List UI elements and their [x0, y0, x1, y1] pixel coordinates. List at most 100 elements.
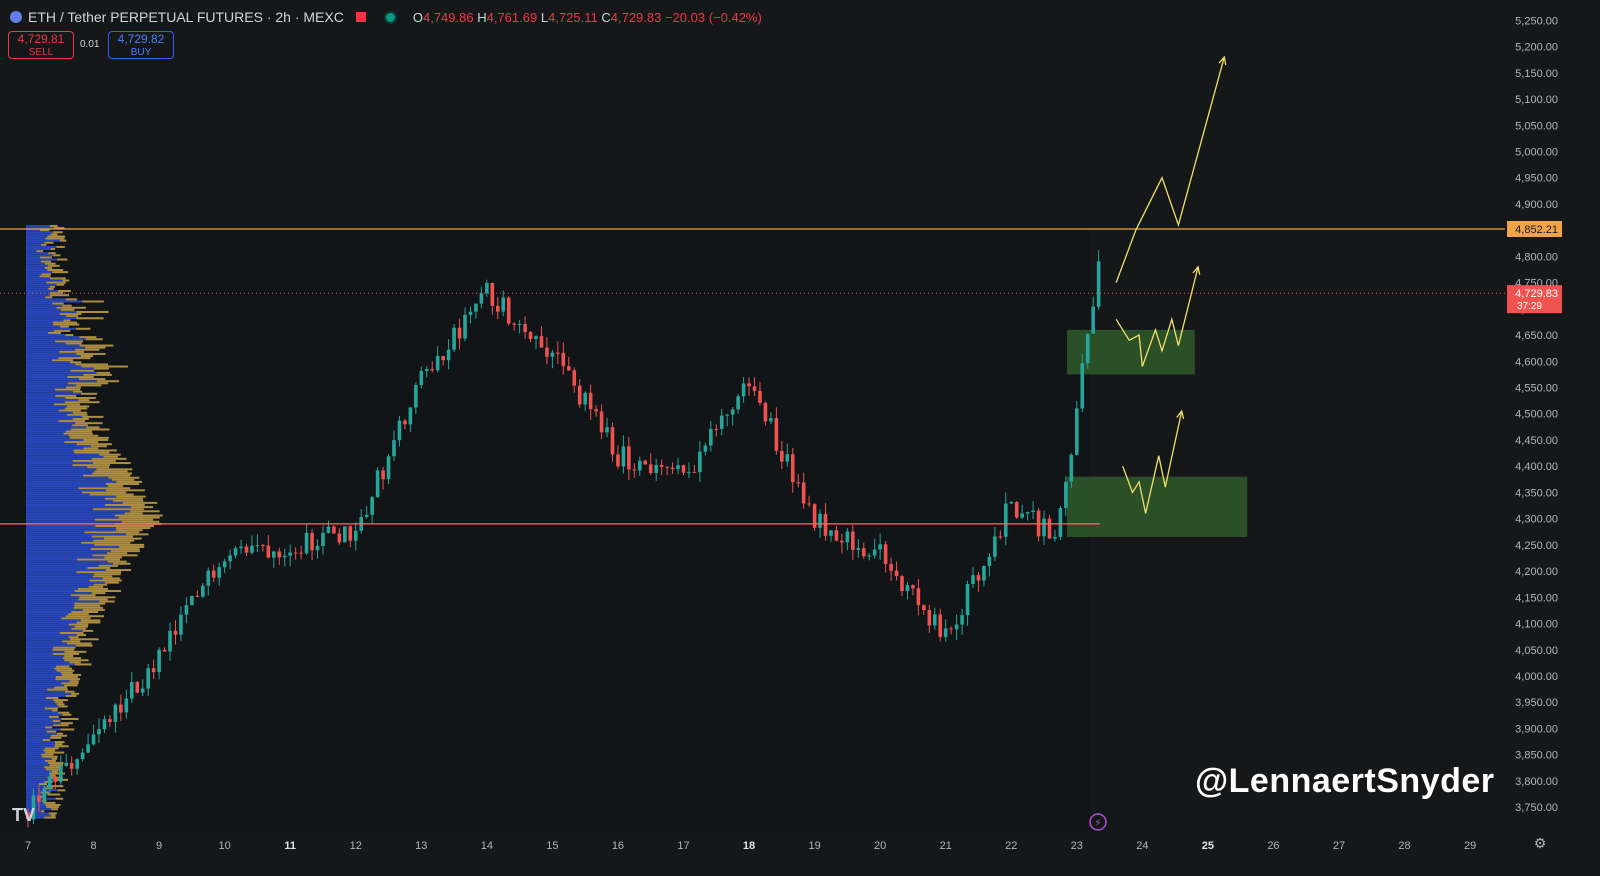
candle-body	[796, 482, 801, 484]
candle-body	[616, 454, 620, 467]
horizontal-levels[interactable]	[0, 228, 1505, 525]
volume-profile-bar-buy	[26, 342, 66, 345]
settings-icon[interactable]: ⚙	[1534, 836, 1547, 852]
volume-profile-bar-sell	[58, 357, 91, 360]
volume-profile-bar-buy	[26, 503, 106, 506]
volume-profile-bar-buy	[26, 327, 77, 330]
volume-profile-bar-buy	[26, 638, 71, 641]
volume-profile-bar-buy	[26, 237, 46, 240]
volume-profile-bar-sell	[68, 613, 89, 616]
candle-body	[894, 570, 899, 577]
price-tick-label: 3,850.00	[1515, 750, 1558, 762]
volume-profile-bar-sell	[72, 424, 88, 427]
volume-profile-bar-buy	[26, 499, 113, 502]
volume-profile-bar-buy	[26, 292, 51, 295]
volume-profile-bar-sell	[105, 497, 143, 500]
volume-profile-bar-buy	[26, 468, 97, 471]
volume-profile-bar-sell	[51, 757, 58, 760]
volume-profile-bar-buy	[26, 608, 83, 611]
volume-profile-bar-buy	[26, 415, 83, 418]
volume-profile-bar-buy	[26, 241, 45, 244]
volume-profile-bar-sell	[79, 344, 114, 347]
volume-profile-bar-buy	[26, 598, 79, 601]
volume-profile-bar-sell	[76, 634, 86, 637]
volume-profile-bar-sell	[64, 655, 74, 658]
lightning-icon[interactable]	[1089, 813, 1107, 831]
volume-profile-bar-buy	[26, 766, 45, 769]
volume-profile-bar-buy	[26, 606, 74, 609]
volume-profile-bar-buy	[26, 359, 52, 362]
volume-profile-bar-buy	[26, 709, 53, 712]
volume-profile-bar-sell	[90, 548, 140, 551]
volume-profile-bar-buy	[26, 426, 87, 429]
buy-button[interactable]: 4,729.82 BUY	[108, 31, 174, 59]
price-axis[interactable]: 5,250.00 5,200.00 5,150.00 5,100.00 5,050.00…	[1507, 15, 1562, 814]
resistance-price-label: 4,852.21	[1515, 224, 1558, 236]
candle-body	[747, 383, 751, 387]
volume-profile-bar-sell	[82, 300, 104, 303]
volume-profile-bar-sell	[56, 703, 65, 706]
candlestick-series	[26, 250, 1101, 828]
market-status-icon[interactable]	[383, 10, 397, 24]
volume-profile-bar-buy	[26, 596, 80, 599]
volume-profile-bar-buy	[26, 248, 51, 251]
volume-profile-bar-buy	[26, 273, 42, 276]
volume-profile-bar-buy	[26, 445, 91, 448]
volume-profile-bar-buy	[26, 367, 94, 370]
volume-profile-bar-buy	[26, 287, 49, 290]
volume-profile-bar-buy	[26, 579, 90, 582]
symbol-title[interactable]: ETH / Tether PERPETUAL FUTURES · 2h · ME…	[28, 9, 344, 25]
volume-profile-bar-buy	[26, 642, 67, 645]
volume-profile-bar-sell	[105, 503, 145, 506]
time-tick-label: 18	[743, 840, 755, 852]
volume-profile-bar-sell	[78, 399, 90, 402]
volume-profile-bar-buy	[26, 357, 59, 360]
price-tick-label: 4,350.00	[1515, 487, 1558, 499]
volume-profile-bar-sell	[49, 736, 62, 739]
candle-body	[53, 776, 58, 782]
volume-profile-bar-sell	[53, 699, 68, 702]
volume-profile-bar-buy	[26, 676, 56, 679]
volume-profile-bar-sell	[66, 315, 79, 318]
flag-icon[interactable]	[355, 12, 366, 22]
price-tick-label: 4,500.00	[1515, 409, 1558, 421]
volume-profile-bar-sell	[50, 734, 68, 737]
volume-profile-bar-buy	[26, 552, 107, 555]
volume-profile-bar-sell	[45, 726, 53, 729]
volume-profile-bar-sell	[93, 462, 131, 465]
volume-profile-bar-sell	[36, 250, 44, 253]
close-label: C	[601, 9, 611, 25]
candle-body	[282, 555, 287, 558]
volume-profile-bar-sell	[94, 470, 128, 473]
volume-profile-bar-sell	[66, 642, 92, 645]
candle-body	[146, 668, 150, 689]
volume-profile-bar-sell	[55, 676, 78, 679]
sell-button[interactable]: 4,729.81 SELL	[8, 31, 74, 59]
volume-profile-bar-sell	[38, 783, 48, 786]
volume-profile-bar-buy	[26, 533, 127, 536]
candle-body	[687, 471, 691, 473]
volume-profile-bar-buy	[26, 575, 93, 578]
volume-profile-bar-buy	[26, 571, 77, 574]
time-tick-label: 20	[874, 840, 886, 852]
volume-profile-bar-buy	[26, 229, 41, 232]
candle-body	[965, 583, 970, 616]
volume-profile-bar-buy	[26, 304, 63, 307]
candle-body	[916, 588, 921, 606]
volume-profile-bar-sell	[96, 468, 133, 471]
volume-profile-bar-sell	[73, 449, 117, 452]
volume-profile-bar-buy	[26, 537, 104, 540]
volume-profile-bar-sell	[64, 659, 89, 662]
price-tick-label: 5,100.00	[1515, 94, 1558, 106]
volume-profile-bar-sell	[54, 667, 73, 670]
volume-profile-bar-sell	[72, 417, 89, 420]
time-axis[interactable]: 7 8 9 10 11 12 13 14 15 16 17 18 19 20 21 22 23 24 25 26 27 2…	[25, 840, 1476, 852]
volume-profile-bar-buy	[26, 797, 56, 800]
volume-profile-bar-sell	[119, 545, 145, 548]
volume-profile-bar-buy	[26, 436, 70, 439]
tradingview-logo[interactable]: TV	[12, 805, 36, 825]
price-tick-label: 4,100.00	[1515, 619, 1558, 631]
projection-paths[interactable]	[1115, 55, 1227, 514]
volume-profile-bar-sell	[76, 621, 101, 624]
